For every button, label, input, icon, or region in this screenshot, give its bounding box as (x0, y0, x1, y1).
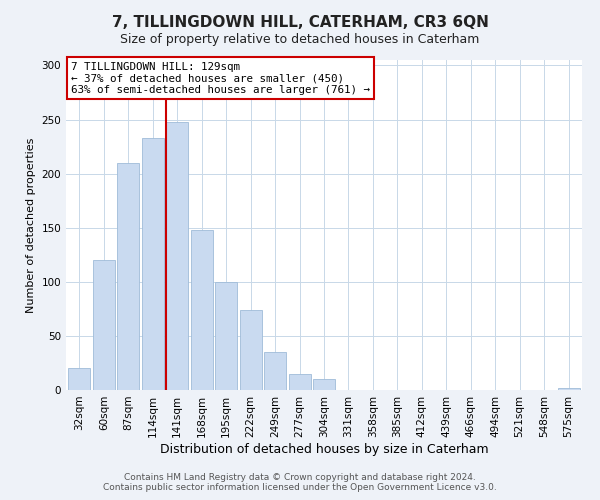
Text: 7 TILLINGDOWN HILL: 129sqm
← 37% of detached houses are smaller (450)
63% of sem: 7 TILLINGDOWN HILL: 129sqm ← 37% of deta… (71, 62, 370, 95)
Bar (264, 352, 286, 390)
Bar (191, 230, 213, 390)
Bar (215, 282, 237, 390)
Text: 7, TILLINGDOWN HILL, CATERHAM, CR3 6QN: 7, TILLINGDOWN HILL, CATERHAM, CR3 6QN (112, 15, 488, 30)
Bar (142, 138, 164, 390)
X-axis label: Distribution of detached houses by size in Caterham: Distribution of detached houses by size … (160, 442, 488, 456)
Y-axis label: Number of detached properties: Number of detached properties (26, 138, 36, 312)
Bar (239, 310, 262, 390)
Bar (118, 163, 139, 390)
Text: Contains HM Land Registry data © Crown copyright and database right 2024.
Contai: Contains HM Land Registry data © Crown c… (103, 473, 497, 492)
Bar (289, 374, 311, 390)
Bar (313, 379, 335, 390)
Text: Size of property relative to detached houses in Caterham: Size of property relative to detached ho… (121, 32, 479, 46)
Bar (68, 368, 91, 390)
Bar (557, 388, 580, 390)
Bar (93, 260, 115, 390)
Bar (166, 122, 188, 390)
